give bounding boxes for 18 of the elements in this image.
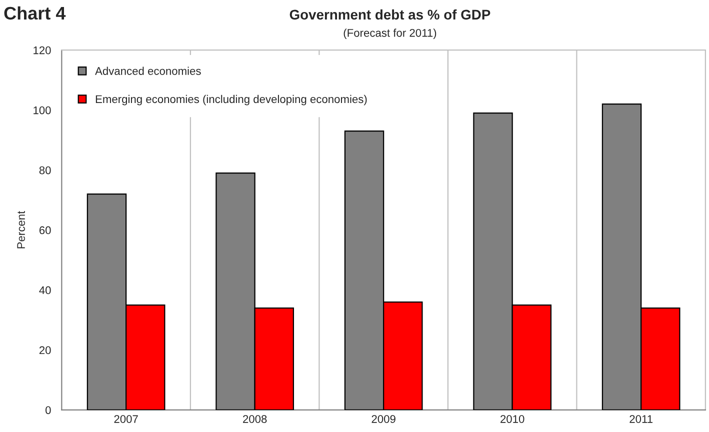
y-axis-title: Percent (17, 210, 25, 248)
caption: Chart 4 (4, 6, 66, 20)
chart-subtitle: (Forecast for 2011) (344, 28, 436, 40)
x-tick-label: 2009 (372, 415, 396, 423)
legend-label: Emerging economies (including developing economies) (96, 94, 367, 106)
x-tick-label: 2008 (243, 415, 267, 423)
y-tick-label: 40 (39, 286, 51, 294)
x-tick-label: 2007 (114, 415, 138, 423)
y-tick-label: 20 (39, 346, 51, 354)
legend-label: Advanced economies (95, 66, 201, 75)
chart-title: Government debt as % of GDP (290, 9, 490, 20)
x-tick-label: 2011 (630, 415, 652, 423)
y-tick-label: 80 (39, 166, 51, 174)
y-tick-label: 0 (46, 406, 51, 414)
x-tick-label: 2010 (500, 415, 524, 423)
y-tick-label: 120 (34, 46, 51, 54)
y-tick-label: 100 (34, 106, 51, 114)
y-tick-label: 60 (39, 226, 51, 234)
